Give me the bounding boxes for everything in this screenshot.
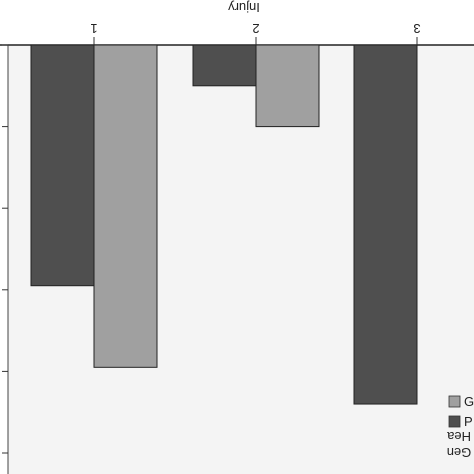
x-ticks: 1 2 3 [90,21,421,45]
legend-label-g: G [464,394,474,409]
legend-title-line-2: Gen [447,445,472,460]
legend-title-line-1: Hea [446,429,471,444]
x-tick-label: 3 [413,21,420,36]
legend-swatch-g [448,395,461,408]
legend-swatch-p [448,415,461,428]
bars [30,44,418,405]
y-ticks [2,44,8,454]
bar-series-1-category-1 [30,44,95,287]
legend-label-p: P [464,414,473,429]
x-axis-title: Injury [228,0,260,15]
bar-series-1-category-2 [192,44,257,87]
x-tick-label: 1 [90,21,97,36]
legend: G P Hea Gen [446,394,474,460]
bar-series-1-category-3 [353,44,418,405]
bar-series-2-category-2 [255,44,320,128]
x-tick-label: 2 [252,21,259,36]
bar-series-2-category-1 [93,44,158,368]
